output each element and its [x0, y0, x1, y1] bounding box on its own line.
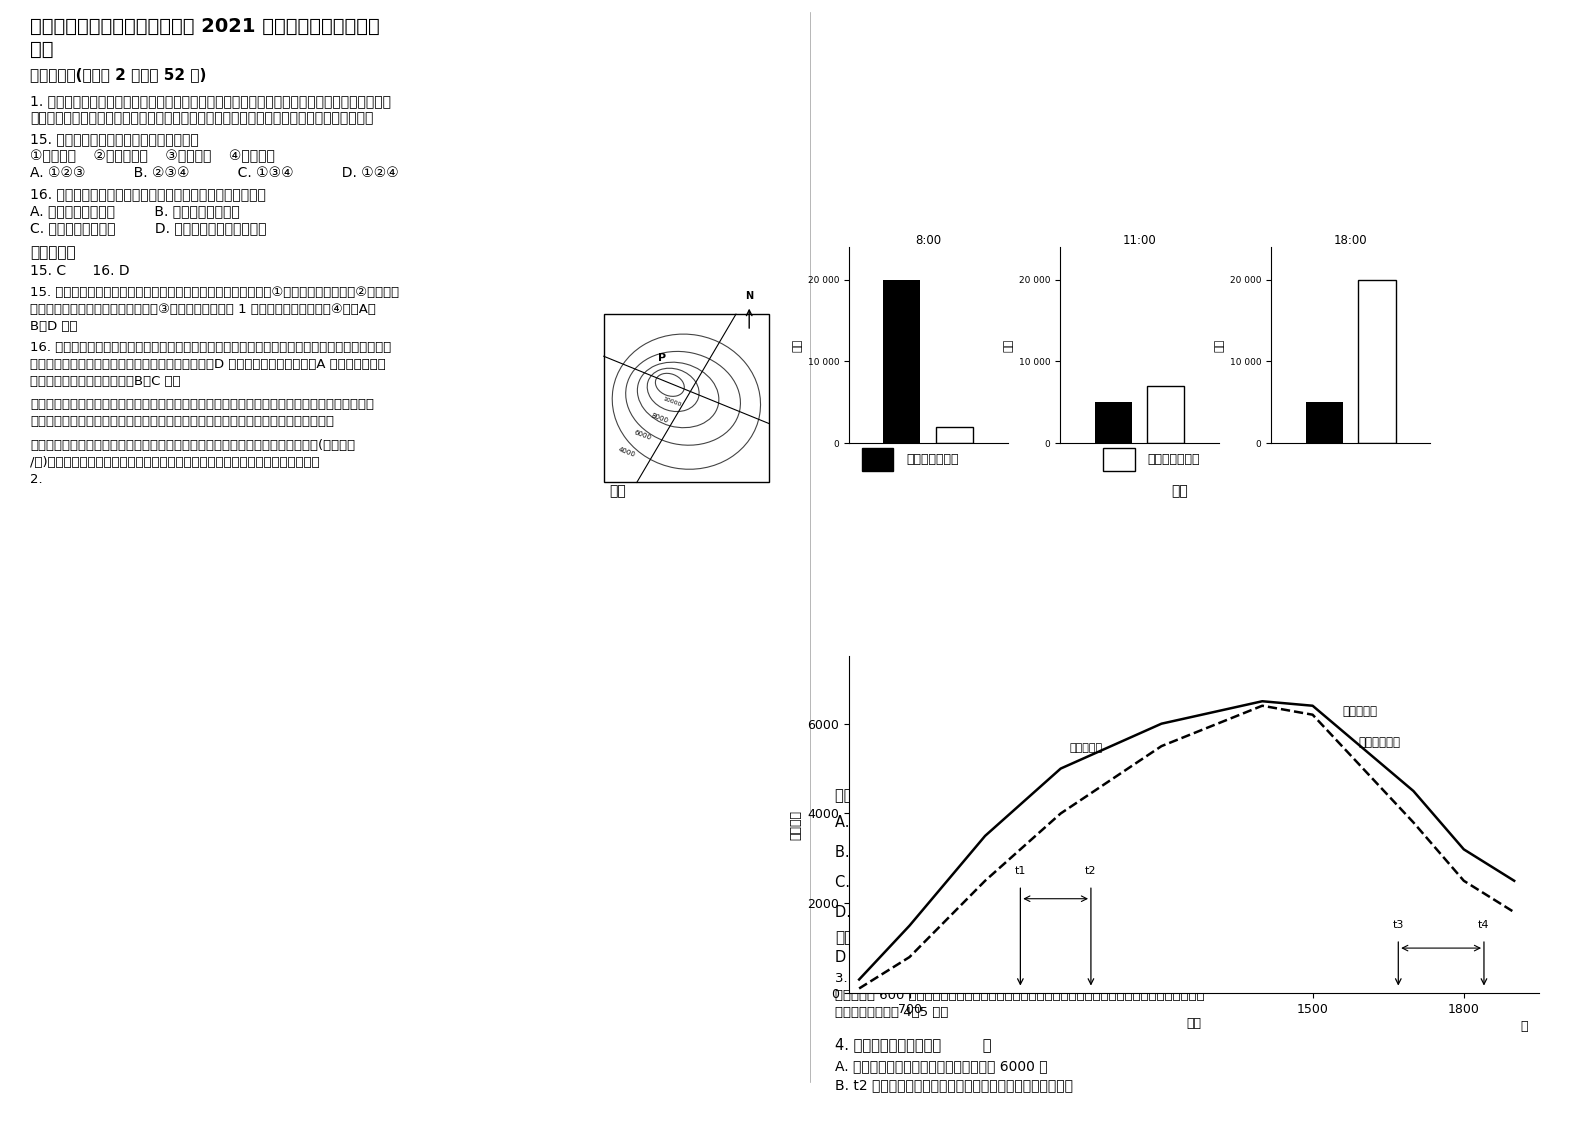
Text: A. 在自然状态下提供的物资可以养活大约 6000 人: A. 在自然状态下提供的物资可以养活大约 6000 人 [835, 1059, 1047, 1073]
Text: 2.: 2. [30, 473, 43, 486]
Text: t2: t2 [1086, 866, 1097, 876]
Text: 4. 据图可知，复活节岛（         ）: 4. 据图可知，复活节岛（ ） [835, 1037, 992, 1052]
Text: 15. 共享单车受城市居民青睐的主要原因是: 15. 共享单车受城市居民青睐的主要原因是 [30, 132, 198, 146]
Text: 进入本区交通量: 进入本区交通量 [906, 453, 959, 466]
Text: 图乙: 图乙 [1171, 484, 1189, 498]
Y-axis label: 人数: 人数 [1214, 339, 1224, 351]
Bar [936, 426, 973, 443]
Bar [1095, 403, 1132, 443]
Text: N: N [746, 291, 754, 301]
Text: 也没法将最后一公里的问题解决，共享单车正好能弥补交通末端的缺陷。据此完成下列各题。: 也没法将最后一公里的问题解决，共享单车正好能弥补交通末端的缺陷。据此完成下列各题… [30, 111, 373, 125]
Text: 大约在公元 600 年左右，该岛开始出现人类活动。下图为复活节岛人口总量与环境承载力的关联变化: 大约在公元 600 年左右，该岛开始出现人类活动。下图为复活节岛人口总量与环境承… [835, 988, 1205, 1002]
Text: 解析: 解析 [30, 40, 54, 59]
Text: 民出行距离、居民出行需求，B、C 错。: 民出行距离、居民出行需求，B、C 错。 [30, 375, 181, 388]
Text: 点睛：共享单车受城市居民青睐的主要原因是出行环保、灵活方便、经济实惠，大城市推广共享单: 点睛：共享单车受城市居民青睐的主要原因是出行环保、灵活方便、经济实惠，大城市推广… [30, 398, 375, 411]
Bar [884, 279, 920, 443]
Bar [1306, 403, 1343, 443]
Text: 16. 上海、北京等大城市大力推广共享单车可能带来的影响是: 16. 上海、北京等大城市大力推广共享单车可能带来的影响是 [30, 187, 267, 201]
Text: 图甲: 图甲 [609, 484, 627, 498]
Bar [603, 314, 770, 482]
Text: 6000: 6000 [633, 430, 652, 441]
Text: 参考答案：: 参考答案： [835, 930, 881, 945]
Y-axis label: 人口规模: 人口规模 [789, 810, 801, 839]
Text: 图甲中 P 处房价明显偏高，其原因不可能是: 图甲中 P 处房价明显偏高，其原因不可能是 [835, 787, 1011, 802]
Text: 单车灵活方便，不易出现交通拥堵，③对；用于解决最后 1 公里问题，经济实惠，④对。A、: 单车灵活方便，不易出现交通拥堵，③对；用于解决最后 1 公里问题，经济实惠，④对… [30, 303, 376, 316]
Text: D. 地势平坦，有工厂在此集聚: D. 地势平坦，有工厂在此集聚 [835, 904, 960, 919]
Text: 参考答案：: 参考答案： [30, 245, 76, 260]
Text: 环境承载力: 环境承载力 [1343, 705, 1378, 718]
Y-axis label: 人数: 人数 [792, 339, 801, 351]
Title: 8:00: 8:00 [916, 233, 941, 247]
Text: t4: t4 [1477, 920, 1490, 930]
Text: B. 附近有公路线交汇，交通便捷: B. 附近有公路线交汇，交通便捷 [835, 844, 968, 859]
Text: A. ①②③           B. ②③④           C. ①③④           D. ①②④: A. ①②③ B. ②③④ C. ①③④ D. ①②④ [30, 166, 398, 180]
Title: 18:00: 18:00 [1333, 233, 1368, 247]
Text: 离开本区交通量: 离开本区交通量 [1147, 453, 1200, 466]
Text: 安全，可能带来的影响是推动城市非机动车道规划，D 对。减轻城市大气污染，A 错。不会改变居: 安全，可能带来的影响是推动城市非机动车道规划，D 对。减轻城市大气污染，A 错。… [30, 358, 386, 371]
Text: 4000: 4000 [617, 447, 636, 458]
Text: t3: t3 [1393, 920, 1404, 930]
Text: 关系图，读图回答 4～5 题：: 关系图，读图回答 4～5 题： [835, 1006, 949, 1019]
Text: 8000: 8000 [651, 413, 670, 424]
Text: 3. 复活节岛是一个孤悬于南太平洋中部的小岛，与最近陆地的直线距离超过 1900 公里。考古发现，: 3. 复活节岛是一个孤悬于南太平洋中部的小岛，与最近陆地的直线距离超过 1900… [835, 972, 1214, 985]
X-axis label: 公元: 公元 [1187, 1017, 1201, 1030]
Text: 10000: 10000 [662, 396, 681, 407]
Text: 15. C      16. D: 15. C 16. D [30, 264, 130, 278]
Text: 16. 上海、北京等大城市大力推广共享单车，城市道路上单车数量增加，与机动车道路混杂一起，不: 16. 上海、北京等大城市大力推广共享单车，城市道路上单车数量增加，与机动车道路… [30, 341, 392, 355]
Text: t1: t1 [1014, 866, 1027, 876]
Text: 近几年不断上涨的房价和拥堵的交通备受关注。图甲是我国某城市平均房价等值线(单位：元: 近几年不断上涨的房价和拥堵的交通备受关注。图甲是我国某城市平均房价等值线(单位：… [30, 439, 355, 452]
Title: 11:00: 11:00 [1122, 233, 1157, 247]
Text: 车，可能带来的影响是推动城市非机动车道规划，共享单车依靠人力前进，速度较慢。: 车，可能带来的影响是推动城市非机动车道规划，共享单车依靠人力前进，速度较慢。 [30, 415, 333, 427]
Text: P: P [657, 353, 665, 364]
Text: 一、选择题(每小题 2 分，共 52 分): 一、选择题(每小题 2 分，共 52 分) [30, 67, 206, 82]
Text: 江苏省盐城市射阳职业高级中学 2021 年高三地理月考试题含: 江苏省盐城市射阳职业高级中学 2021 年高三地理月考试题含 [30, 17, 379, 36]
Text: D: D [835, 950, 846, 965]
Bar [1147, 386, 1184, 443]
Text: B、D 错。: B、D 错。 [30, 320, 78, 333]
Text: 年: 年 [1520, 1020, 1528, 1033]
Text: 15. 共享单车受城市居民青睐的主要原因是出行环保，没有污染，①对。行车速度较慢，②错；共享: 15. 共享单车受城市居民青睐的主要原因是出行环保，没有污染，①对。行车速度较慢… [30, 286, 398, 298]
Text: 1. 随着互联网的发展，在我国各大城市，出现了共享单车，一个城市的地铁和公交系统再完善，: 1. 随着互联网的发展，在我国各大城市，出现了共享单车，一个城市的地铁和公交系统… [30, 94, 390, 108]
Text: 实际人口数量: 实际人口数量 [1358, 736, 1400, 749]
Text: C. 接近文化区，有众多的高等院校和科研院所: C. 接近文化区，有众多的高等院校和科研院所 [835, 874, 1020, 889]
Bar [1358, 279, 1395, 443]
Text: 环境承载力: 环境承载力 [1070, 743, 1103, 753]
Text: B. t2 时期，环境承载力的提高主要得益于农业生产力的发展: B. t2 时期，环境承载力的提高主要得益于农业生产力的发展 [835, 1078, 1073, 1092]
Y-axis label: 人数: 人数 [1003, 339, 1013, 351]
Bar [862, 449, 893, 471]
Text: ①出行环保    ②行车速度快    ③灵活方便    ④经济实惠: ①出行环保 ②行车速度快 ③灵活方便 ④经济实惠 [30, 149, 275, 163]
Text: C. 降低居民出行需求         D. 推动城市非机动车道规划: C. 降低居民出行需求 D. 推动城市非机动车道规划 [30, 221, 267, 234]
Text: A. 加重城市大气污染         B. 增加居民出行距离: A. 加重城市大气污染 B. 增加居民出行距离 [30, 204, 240, 218]
Text: A. 依山傍水邻近风景区，环境优美: A. 依山傍水邻近风景区，环境优美 [835, 813, 976, 829]
Text: /㎡)分布示意图。图乙是该城市某一区域不同时间的地铁使用量统计图。据此回答: /㎡)分布示意图。图乙是该城市某一区域不同时间的地铁使用量统计图。据此回答 [30, 456, 319, 469]
Bar [1103, 449, 1135, 471]
